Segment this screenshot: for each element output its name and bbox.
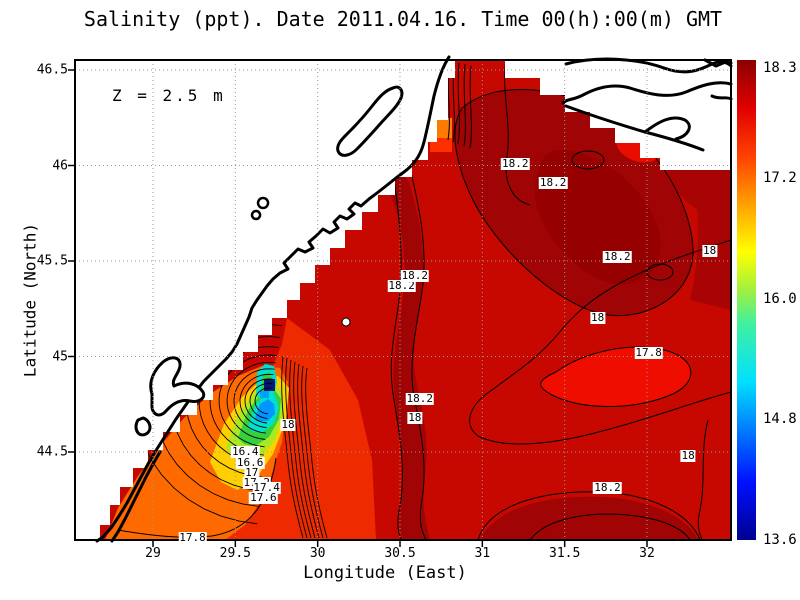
front-vertical-contour	[281, 355, 304, 539]
front-arc-contour	[239, 373, 274, 429]
x-tick-label: 32	[639, 546, 655, 561]
contour-label: 18	[680, 448, 696, 462]
front-vertical-contour	[305, 367, 328, 539]
contour-label: 16.4	[230, 445, 260, 458]
front-arc-contour	[254, 387, 272, 415]
x-tick-label: 29	[145, 546, 161, 561]
contour-label: 17	[244, 466, 260, 479]
y-tick-label: 45.5	[36, 253, 68, 269]
colorbar	[737, 60, 756, 540]
lagoon-outline	[149, 356, 206, 417]
contour-label: 17.6	[249, 490, 278, 504]
front-arc-contour	[249, 383, 273, 419]
front-vertical-contour	[293, 361, 316, 539]
low-salinity-core	[264, 379, 275, 391]
gridlines	[75, 60, 731, 540]
colorbar-tick-label: 14.8	[763, 411, 797, 428]
contour-label: 17.8	[634, 345, 663, 359]
contour-label: 18	[407, 410, 423, 424]
contour-label: 18	[701, 244, 718, 258]
y-tick-label: 45	[52, 349, 68, 364]
front-arc-contour	[218, 354, 277, 448]
contour-label: 16.6	[235, 456, 265, 470]
front-vertical-contour	[297, 363, 320, 539]
sand-spit	[110, 450, 162, 543]
contour-label: 18.2	[603, 250, 632, 264]
contour-label: 17.8	[178, 530, 207, 544]
chart-title: Salinity (ppt). Date 2011.04.16. Time 00…	[83, 7, 723, 31]
contour-label: 18.2	[400, 269, 430, 283]
x-tick-label: 30.5	[384, 546, 416, 561]
contour-label: 18	[280, 418, 296, 432]
plot-frame	[74, 59, 732, 541]
x-tick-label: 30	[309, 546, 326, 561]
sea-salinity-field	[100, 60, 731, 540]
colorbar-tick-label: 17.2	[763, 170, 797, 187]
y-tick-label: 46	[52, 158, 68, 173]
front-arc-contour	[244, 378, 273, 424]
front-vertical-contour	[285, 357, 308, 539]
y-tick-label: 44.5	[36, 444, 68, 460]
dark-salinity-blob-south	[480, 496, 698, 540]
contour-label: 18.2	[593, 481, 622, 495]
station-marker-dot	[341, 317, 351, 327]
dark-salinity-band-west	[386, 173, 430, 540]
axis-tick-marks	[68, 69, 648, 547]
island-outline	[336, 85, 404, 157]
x-tick-label: 31.5	[549, 546, 581, 561]
colorbar-tick-label: 13.6	[763, 532, 797, 548]
contour-label: 18.2	[501, 156, 530, 170]
colorbar-tick-label: 16.0	[763, 290, 797, 307]
x-tick-label: 31	[474, 546, 491, 561]
contour-label: 18.2	[387, 278, 416, 292]
y-tick-label: 46.5	[36, 62, 68, 78]
contour-label: 18.2	[405, 391, 434, 405]
contour-label: 18	[589, 311, 606, 325]
contour-label: 18.2	[538, 175, 568, 189]
contour-label: 17.4	[252, 481, 281, 495]
depth-annotation: Z = 2.5 m	[112, 86, 226, 105]
front-arc-contour	[233, 368, 275, 434]
colorbar-tick-label: 18.3	[763, 60, 797, 76]
x-tick-label: 29.5	[219, 546, 251, 561]
x-axis-label: Longitude (East)	[303, 563, 467, 583]
front-vertical-contour	[289, 359, 312, 539]
front-arc-contour	[226, 361, 276, 440]
